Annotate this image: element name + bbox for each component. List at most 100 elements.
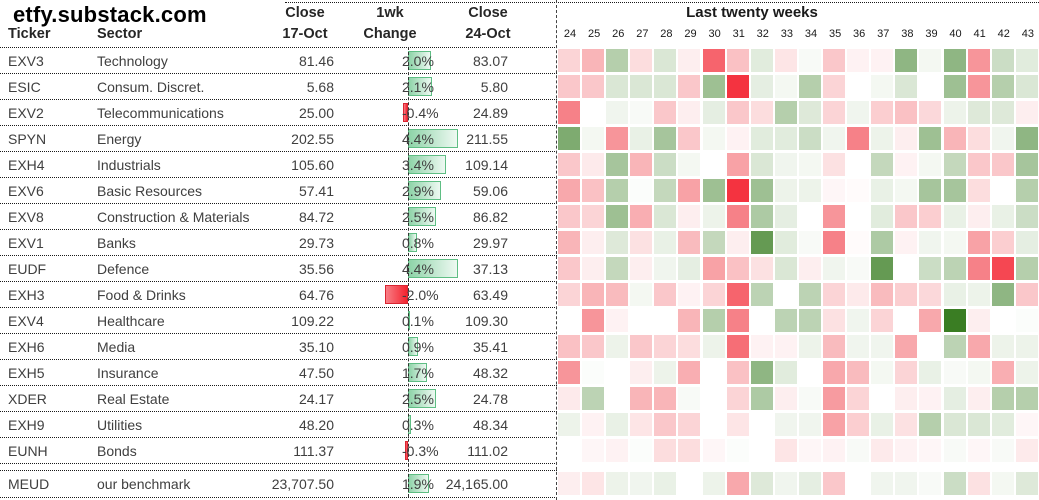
heatmap-cell [606,283,629,306]
heatmap-cell [774,205,797,228]
heatmap-cell [919,101,942,124]
heatmap-cell [558,101,580,124]
row-separator-line [0,99,557,100]
heatmap-cell [1015,439,1038,462]
heatmap-cell [895,472,918,495]
heatmap-row [558,413,1039,436]
heatmap-cell [678,439,701,462]
heatmap-cell [967,179,990,202]
week-number-label: 29 [684,28,697,40]
heatmap-cell [582,309,605,332]
sector-cell: Food & Drinks [97,287,186,303]
heatmap-cell [702,179,725,202]
heatmap-cell [943,361,966,384]
sector-cell: Healthcare [97,313,165,329]
heatmap-cell [606,153,629,176]
heatmap-cell [895,283,918,306]
heatmap-cell [750,205,773,228]
heatmap-cell [726,309,749,332]
heatmap-row [558,283,1039,306]
heatmap-cell [823,387,846,410]
heatmap-cell [919,205,942,228]
heatmap-cell [919,387,942,410]
heatmap-title: Last twenty weeks [686,4,818,21]
heatmap-cell [558,283,580,306]
heatmap-cell [847,75,870,98]
sector-cell: Bonds [97,443,137,459]
sector-cell: Utilities [97,417,143,433]
heatmap-cell [1015,283,1038,306]
sector-cell: Energy [97,131,142,147]
ticker-cell: ESIC [8,79,41,95]
heatmap-cell [967,413,990,436]
week-number-label: 27 [636,28,649,40]
row-separator-line [0,385,557,386]
heatmap-cell [654,387,677,410]
heatmap-cell [774,472,797,495]
table-row: MEUD our benchmark 23,707.50 1.9% 24,165.00 [0,471,1039,497]
heatmap-cell [823,361,846,384]
heatmap-cell [678,309,701,332]
close-17oct-cell: 84.72 [298,209,334,225]
close-17oct-cell: 202.55 [291,131,334,147]
close-17oct-cell: 57.41 [298,183,334,199]
heatmap-cell [943,101,966,124]
close-24oct-cell: 59.06 [472,183,508,199]
heatmap-row [558,179,1039,202]
sector-cell: Consum. Discret. [97,79,205,95]
heatmap-cell [967,75,990,98]
heatmap-cell [774,49,797,72]
heatmap-cell [991,439,1014,462]
heatmap-cell [678,49,701,72]
heatmap-cell [895,179,918,202]
heatmap-cell [1015,335,1038,358]
heatmap-cell [702,101,725,124]
heatmap-cell [726,257,749,280]
heatmap-cell [558,75,580,98]
heatmap-cell [991,153,1014,176]
sector-cell: Banks [97,235,136,251]
top-border-line [285,2,1039,3]
row-separator-line [0,307,557,308]
heatmap-row [558,101,1039,124]
close-24oct-cell: 48.32 [472,365,508,381]
heatmap-cell [823,283,846,306]
heatmap-row [558,49,1039,72]
heatmap-cell [823,413,846,436]
heatmap-row [558,472,1039,495]
heatmap-cell [558,127,580,150]
heatmap-cell [750,439,773,462]
heatmap-cell [871,309,894,332]
heatmap-cell [823,49,846,72]
heatmap-cell [606,205,629,228]
heatmap-cell [726,283,749,306]
heatmap-cell [606,335,629,358]
heatmap-cell [726,335,749,358]
row-separator-line [0,359,557,360]
heatmap-cell [919,179,942,202]
heatmap-cell [702,231,725,254]
heatmap-cell [943,257,966,280]
change-value-cell: 0.9% [402,339,434,355]
heatmap-cell [750,127,773,150]
week-number-label: 31 [732,28,745,40]
close-24oct-cell: 111.02 [467,443,508,459]
heatmap-cell [895,439,918,462]
heatmap-cell [678,75,701,98]
table-row: SPYN Energy 202.55 4.4% 211.55 [0,126,1039,152]
heatmap-cell [1015,257,1038,280]
heatmap-cell [943,413,966,436]
heatmap-cell [702,49,725,72]
heatmap-cell [678,361,701,384]
heatmap-cell [967,257,990,280]
heatmap-cell [967,283,990,306]
heatmap-cell [823,257,846,280]
heatmap-cell [823,153,846,176]
heatmap-cell [654,309,677,332]
heatmap-cell [798,205,821,228]
heatmap-cell [630,472,653,495]
heatmap-cell [823,101,846,124]
heatmap-cell [847,472,870,495]
heatmap-cell [823,205,846,228]
heatmap-cell [991,361,1014,384]
